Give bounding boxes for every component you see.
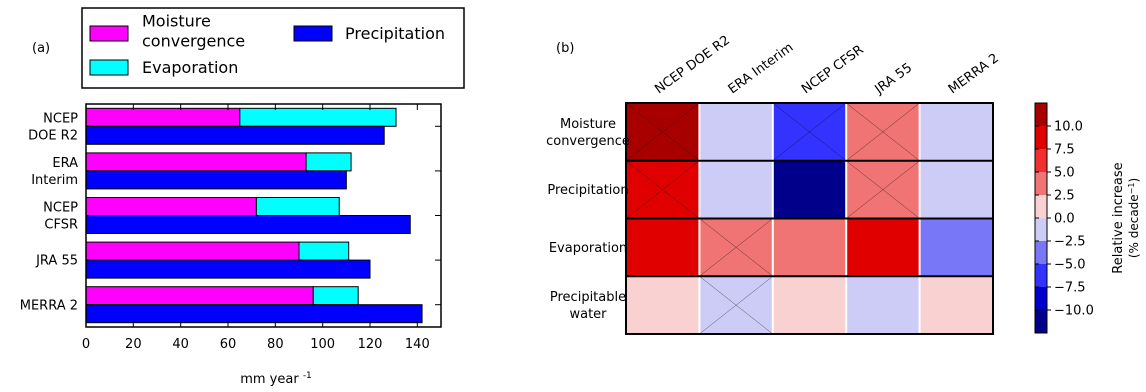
colorbar-units: (% decade−1)	[1127, 178, 1141, 258]
colorbar-tick-label: 2.5	[1054, 189, 1075, 204]
colorbar-segment	[1035, 172, 1047, 195]
x-tick-label: 80	[267, 337, 284, 352]
y-tick-label: NCEP DOE R2	[28, 111, 78, 143]
x-tick-label: 60	[220, 337, 237, 352]
legend-label: Moisture convergence	[142, 12, 245, 51]
column-label: NCEP DOE R2	[652, 33, 733, 97]
y-tick-label: NCEP CFSR	[43, 201, 78, 233]
panel-b-colorbar: 10.0 7.5 5.0 2.5 0.0 −2.5 −5.0 −7.5 −10.0 Relativ…	[1034, 102, 1141, 334]
x-tick-label: 0	[82, 337, 90, 352]
hatch-mark	[846, 102, 920, 161]
bar-evaporation	[239, 107, 397, 127]
bar-moisture-convergence	[85, 197, 257, 216]
colorbar-label: Relative increase	[1111, 162, 1126, 273]
colorbar-segment	[1035, 126, 1047, 149]
panel-b-cells	[625, 102, 994, 335]
bar-precipitation	[85, 259, 371, 279]
heatmap-cell	[919, 103, 993, 161]
heatmap-cell	[699, 103, 773, 161]
panel-a-axes: NCEP DOE R2 ERA Interim NCEP CFSR JRA 55 MERRA …	[20, 103, 442, 387]
bar-evaporation	[298, 241, 350, 261]
heatmap-cell	[772, 276, 847, 334]
heatmap-cell	[772, 218, 847, 277]
bar-evaporation	[305, 152, 352, 172]
colorbar-segment	[1035, 103, 1047, 126]
colorbar-segment	[1035, 195, 1047, 218]
hatch-mark	[846, 160, 920, 219]
colorbar-tick-label: −2.5	[1054, 235, 1086, 250]
colorbar-tick-label: 10.0	[1054, 120, 1083, 135]
colorbar-tick-label: −5.0	[1054, 258, 1086, 273]
hatch-mark	[699, 218, 773, 277]
column-label: ERA Interim	[726, 40, 797, 97]
x-tick-label: 100	[310, 337, 335, 352]
hatch-mark	[772, 102, 847, 161]
heatmap-cell	[919, 218, 993, 277]
legend-box	[81, 7, 465, 89]
bar-evaporation	[255, 197, 340, 216]
legend-swatch	[89, 25, 129, 42]
x-tick-label: 120	[358, 337, 383, 352]
colorbar-tick-label: 7.5	[1054, 143, 1075, 158]
legend-label: Precipitation	[345, 24, 445, 43]
heatmap-cell	[919, 160, 993, 219]
bar-precipitation	[85, 170, 347, 190]
column-label: MERRA 2	[946, 51, 1002, 97]
colorbar-segment	[1035, 149, 1047, 172]
colorbar-tick-label: −7.5	[1054, 281, 1086, 296]
hatch-mark	[699, 276, 773, 335]
x-tick-label: 140	[405, 337, 430, 352]
colorbar-segment	[1035, 241, 1047, 264]
hatch-mark	[625, 102, 700, 161]
bar-evaporation	[312, 286, 359, 306]
legend-swatch	[293, 25, 333, 42]
panel-a-bars	[85, 107, 423, 324]
heatmap-cell	[626, 276, 700, 334]
heatmap-frame	[625, 102, 994, 335]
heatmap-cell	[919, 276, 993, 334]
column-label: NCEP CFSR	[799, 42, 867, 97]
colorbar-segment	[1035, 310, 1047, 333]
colorbar-segment	[1035, 287, 1047, 310]
heatmap-cell	[772, 160, 847, 219]
row-label: Moisture convergence	[546, 117, 630, 149]
y-tick-label: MERRA 2	[20, 298, 78, 313]
bar-precipitation	[85, 125, 385, 145]
panel-a-legend: Moisture convergence Evaporation Precipitat…	[81, 7, 465, 89]
panel-b-heatmap: (b) Moisture convergence Precipitation Evap…	[546, 33, 1141, 335]
bar-moisture-convergence	[85, 286, 314, 306]
column-label: JRA 55	[872, 60, 916, 97]
colorbar-tick-label: 5.0	[1054, 166, 1075, 181]
bar-moisture-convergence	[85, 152, 307, 172]
colorbar-tick-label: −10.0	[1054, 304, 1094, 319]
row-label: Precipitable water	[550, 290, 626, 322]
row-label: Precipitation	[547, 183, 628, 198]
heatmap-cell	[846, 276, 920, 334]
heatmap-cell	[626, 218, 700, 277]
row-label: Evaporation	[549, 241, 627, 256]
heatmap-cell	[699, 160, 773, 219]
panel-b-label: (b)	[556, 41, 574, 56]
y-tick-label: JRA 55	[35, 254, 78, 269]
y-tick-label: ERA Interim	[31, 156, 78, 188]
legend-label: Evaporation	[142, 58, 238, 77]
heatmap-cell	[846, 218, 920, 277]
colorbar-segment	[1035, 264, 1047, 287]
x-axis-label: mm year -1	[240, 371, 312, 387]
panel-a-bar-chart: (a) Moisture convergence Evaporation Precip…	[20, 7, 465, 387]
bar-moisture-convergence	[85, 107, 241, 127]
bar-precipitation	[85, 215, 411, 234]
x-tick-label: 20	[125, 337, 142, 352]
panel-a-label: (a)	[32, 41, 50, 56]
colorbar-segment	[1035, 218, 1047, 241]
hatch-mark	[625, 160, 700, 219]
legend-swatch	[89, 59, 129, 76]
x-tick-label: 40	[172, 337, 189, 352]
colorbar-tick-label: 0.0	[1054, 212, 1075, 227]
bar-precipitation	[85, 304, 423, 324]
bar-moisture-convergence	[85, 241, 300, 261]
